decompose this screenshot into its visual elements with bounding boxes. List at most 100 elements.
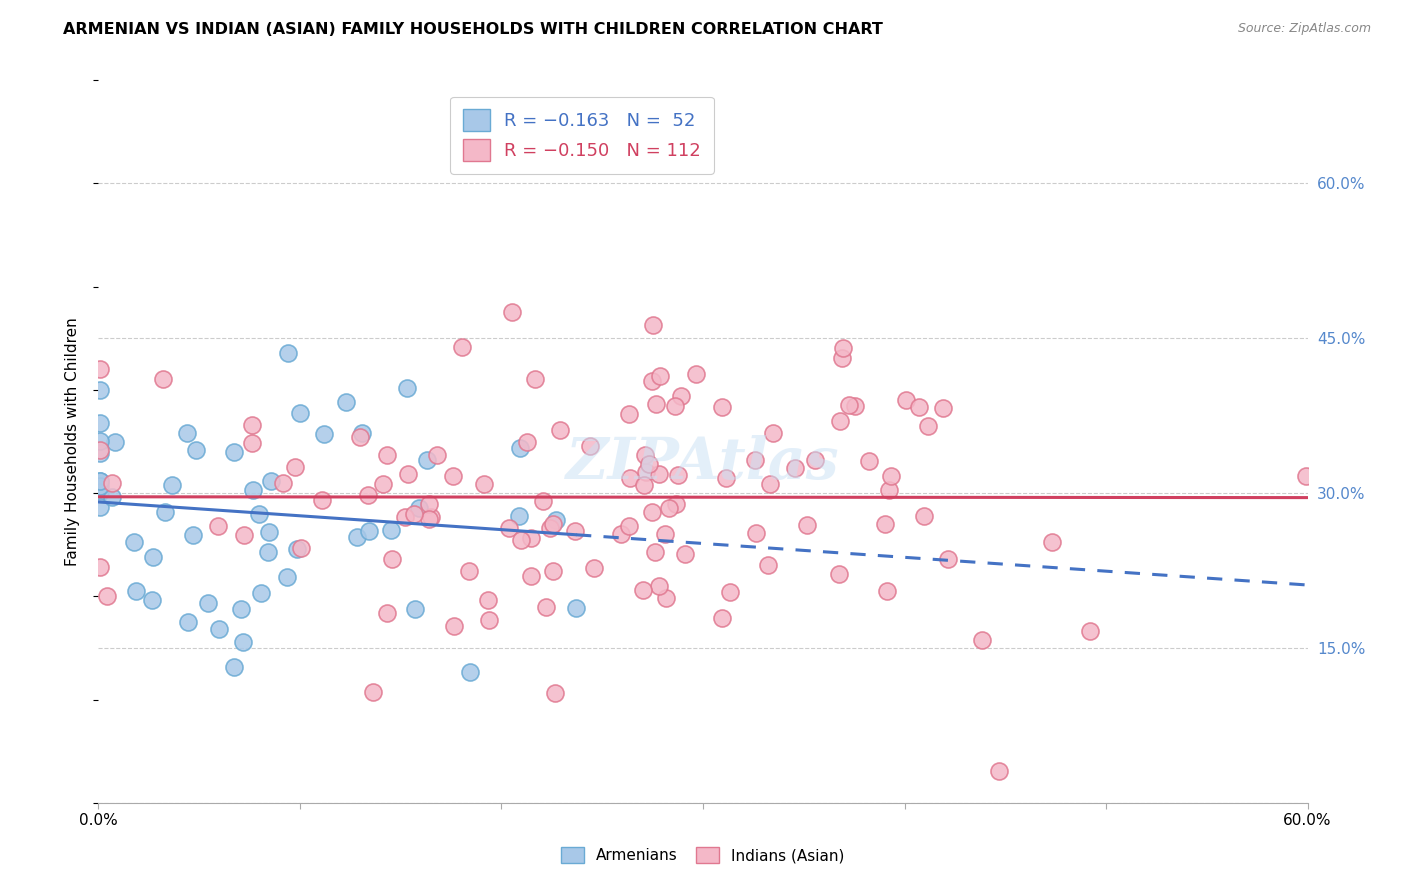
Point [314, 427, 336, 442]
Point [658, 500, 681, 515]
Point [758, 558, 780, 573]
Point [538, 521, 561, 535]
Point [894, 393, 917, 408]
Point [650, 369, 672, 384]
Point [89, 383, 111, 397]
Point [685, 367, 707, 381]
Point [395, 381, 418, 395]
Point [783, 460, 806, 475]
Point [1295, 468, 1317, 483]
Point [516, 435, 538, 450]
Point [761, 425, 783, 440]
Point [673, 547, 696, 561]
Point [404, 602, 426, 616]
Point [96, 589, 118, 603]
Point [718, 584, 741, 599]
Point [745, 526, 768, 541]
Point [858, 454, 880, 468]
Point [831, 351, 853, 365]
Point [844, 400, 866, 414]
Point [534, 600, 557, 615]
Point [524, 372, 547, 386]
Point [418, 497, 440, 511]
Point [208, 622, 231, 636]
Point [89, 474, 111, 488]
Point [908, 400, 931, 414]
Point [831, 342, 853, 356]
Point [648, 467, 671, 481]
Point [936, 551, 959, 566]
Point [257, 525, 280, 540]
Point [375, 606, 398, 620]
Point [970, 632, 993, 647]
Point [404, 508, 426, 522]
Point [290, 406, 312, 420]
Point [396, 467, 419, 481]
Point [664, 400, 686, 414]
Point [229, 602, 252, 616]
Point [277, 346, 299, 360]
Point [184, 442, 207, 457]
Point [711, 401, 734, 415]
Point [876, 583, 898, 598]
Point [565, 601, 588, 615]
Point [710, 611, 733, 625]
Text: ZIPAtlas: ZIPAtlas [567, 435, 839, 491]
Point [349, 430, 371, 444]
Point [880, 468, 903, 483]
Point [796, 517, 818, 532]
Point [665, 497, 688, 511]
Point [520, 532, 543, 546]
Point [176, 425, 198, 440]
Point [714, 471, 737, 485]
Point [89, 416, 111, 430]
Point [544, 686, 567, 700]
Point [634, 465, 657, 479]
Point [641, 374, 664, 388]
Point [509, 441, 531, 455]
Point [142, 549, 165, 564]
Point [619, 471, 641, 485]
Point [1042, 535, 1064, 549]
Point [257, 545, 280, 559]
Point [644, 397, 666, 411]
Point [546, 513, 568, 527]
Point [124, 583, 146, 598]
Point [638, 457, 661, 471]
Point [744, 452, 766, 467]
Point [426, 449, 449, 463]
Point [380, 523, 402, 537]
Point [759, 476, 782, 491]
Point [917, 419, 939, 434]
Point [633, 477, 655, 491]
Point [508, 508, 530, 523]
Point [359, 524, 381, 538]
Text: ARMENIAN VS INDIAN (ASIAN) FAMILY HOUSEHOLDS WITH CHILDREN CORRELATION CHART: ARMENIAN VS INDIAN (ASIAN) FAMILY HOUSEH… [63, 22, 883, 37]
Point [101, 490, 124, 504]
Point [152, 372, 174, 386]
Point [104, 434, 127, 449]
Point [510, 533, 533, 547]
Point [477, 592, 499, 607]
Point [543, 564, 565, 578]
Point [89, 474, 111, 488]
Point [375, 448, 398, 462]
Legend: Armenians, Indians (Asian): Armenians, Indians (Asian) [554, 839, 852, 871]
Point [89, 478, 111, 492]
Point [443, 618, 465, 632]
Point [931, 401, 953, 416]
Point [912, 509, 935, 524]
Text: Source: ZipAtlas.com: Source: ZipAtlas.com [1237, 22, 1371, 36]
Point [519, 569, 541, 583]
Point [162, 478, 184, 492]
Point [498, 520, 520, 534]
Point [250, 586, 273, 600]
Point [394, 509, 416, 524]
Point [644, 545, 666, 559]
Point [472, 477, 495, 491]
Point [458, 665, 481, 680]
Point [285, 541, 308, 556]
Point [381, 552, 404, 566]
Point [501, 305, 523, 319]
Point [666, 468, 689, 483]
